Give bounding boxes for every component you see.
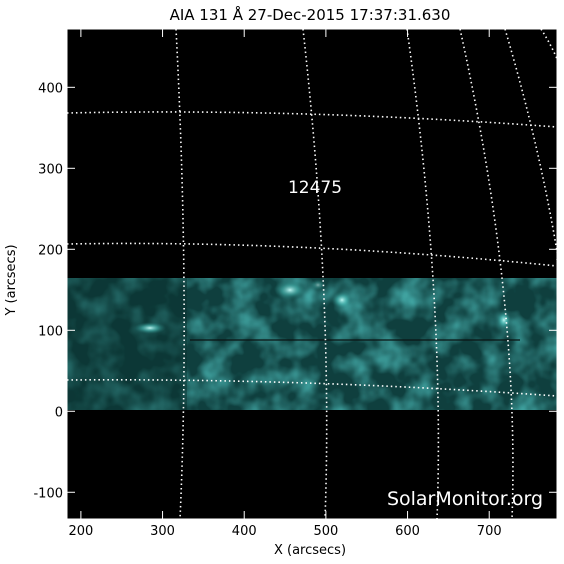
- plot-background: [67, 29, 557, 519]
- y-axis: -100 0 100 200 300 400: [33, 81, 557, 501]
- figure-title: AIA 131 Å 27-Dec-2015 17:37:31.630: [170, 5, 451, 24]
- y-tick-label: 100: [38, 324, 63, 339]
- heliographic-grid: [67, 29, 557, 519]
- watermark: SolarMonitor.org: [387, 488, 543, 510]
- active-region-label: 12475: [288, 178, 342, 198]
- y-axis-title: Y (arcsecs): [4, 244, 19, 316]
- x-tick-label: 600: [395, 524, 420, 539]
- x-tick-label: 300: [150, 524, 175, 539]
- aia-data-strip: [67, 278, 557, 410]
- y-tick-label: 400: [38, 81, 63, 96]
- x-axis: 200 300 400 500 600 700: [68, 29, 502, 539]
- plot-frame: [66, 28, 558, 520]
- x-tick-label: 200: [68, 524, 93, 539]
- x-tick-label: 400: [232, 524, 257, 539]
- y-tick-label: 300: [38, 162, 63, 177]
- y-tick-label: 200: [38, 243, 63, 258]
- x-tick-label: 700: [477, 524, 502, 539]
- x-tick-label: 500: [313, 524, 338, 539]
- y-tick-label: 0: [55, 405, 63, 420]
- x-axis-title: X (arcsecs): [274, 543, 346, 558]
- y-tick-label: -100: [33, 486, 63, 501]
